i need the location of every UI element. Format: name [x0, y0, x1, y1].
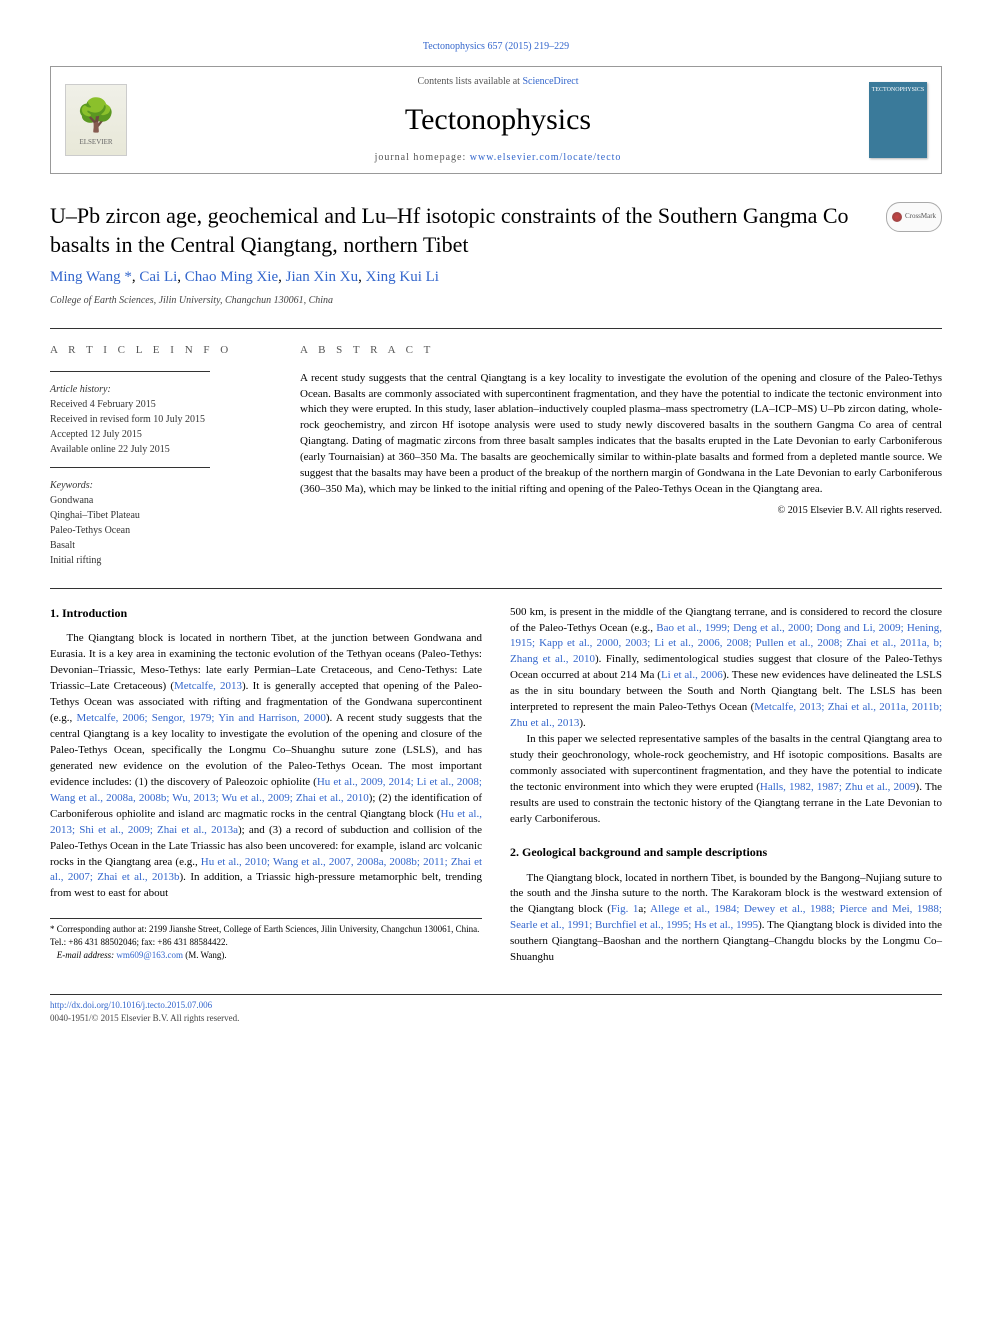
abstract-col: a b s t r a c t A recent study suggests …: [300, 343, 942, 567]
sciencedirect-line: Contents lists available at ScienceDirec…: [127, 75, 869, 89]
body-text: The Qiangtang block is located in northe…: [50, 631, 482, 902]
tree-icon: 🌳: [76, 93, 116, 138]
keywords-block: Keywords: Gondwana Qinghai–Tibet Plateau…: [50, 478, 270, 568]
abstract-text: A recent study suggests that the central…: [300, 371, 942, 499]
divider: [50, 467, 210, 468]
journal-header: 🌳 ELSEVIER Contents lists available at S…: [50, 66, 942, 174]
elsevier-logo-icon: 🌳 ELSEVIER: [65, 84, 127, 156]
email-link[interactable]: wm609@163.com: [116, 950, 183, 960]
author-link[interactable]: Cai Li: [139, 269, 177, 285]
email-label: E-mail address:: [57, 950, 117, 960]
article-info-col: a r t i c l e i n f o Article history: R…: [50, 343, 270, 567]
elsevier-name: ELSEVIER: [79, 138, 112, 148]
author-link[interactable]: Xing Kui Li: [366, 269, 439, 285]
article-title: U–Pb zircon age, geochemical and Lu–Hf i…: [50, 202, 866, 259]
doi-footer: http://dx.doi.org/10.1016/j.tecto.2015.0…: [50, 994, 942, 1024]
citation-link[interactable]: Li et al., 2006: [661, 669, 723, 681]
homepage-pre: journal homepage:: [375, 152, 470, 163]
corr-marker-link[interactable]: *: [124, 269, 132, 285]
keywords-label: Keywords:: [50, 478, 270, 493]
abstract-copyright: © 2015 Elsevier B.V. All rights reserved…: [300, 504, 942, 518]
doi-link[interactable]: http://dx.doi.org/10.1016/j.tecto.2015.0…: [50, 1000, 212, 1010]
body-left-col: 1. Introduction The Qiangtang block is l…: [50, 605, 482, 967]
keyword: Paleo-Tethys Ocean: [50, 523, 270, 538]
keyword: Qinghai–Tibet Plateau: [50, 508, 270, 523]
sciencedirect-pre: Contents lists available at: [417, 76, 522, 87]
body-text: The Qiangtang block, located in northern…: [510, 871, 942, 967]
journal-citation: Tectonophysics 657 (2015) 219–229: [50, 40, 942, 54]
divider: [50, 371, 210, 372]
abstract-heading: a b s t r a c t: [300, 343, 942, 358]
corresponding-author-footnote: * Corresponding author at: 2199 Jianshe …: [50, 918, 482, 961]
author-list: Ming Wang *, Cai Li, Chao Ming Xie, Jian…: [50, 267, 942, 288]
citation-link[interactable]: Metcalfe, 2006; Sengor, 1979; Yin and Ha…: [76, 712, 325, 724]
citation-link[interactable]: Halls, 1982, 1987; Zhu et al., 2009: [760, 781, 916, 793]
corr-text: Corresponding author at: 2199 Jianshe St…: [50, 924, 479, 947]
citation-link[interactable]: Metcalfe, 2013: [174, 680, 242, 692]
crossmark-icon[interactable]: CrossMark: [886, 202, 942, 232]
sciencedirect-link[interactable]: ScienceDirect: [522, 76, 578, 87]
email-post: (M. Wang).: [183, 950, 227, 960]
figure-link[interactable]: Fig. 1: [611, 903, 638, 915]
body-text: 500 km, is present in the middle of the …: [510, 605, 942, 828]
history-item: Received in revised form 10 July 2015: [50, 412, 270, 427]
footer-copyright: 0040-1951/© 2015 Elsevier B.V. All right…: [50, 1013, 239, 1023]
journal-homepage-line: journal homepage: www.elsevier.com/locat…: [127, 151, 869, 165]
text: a;: [638, 903, 650, 915]
journal-name: Tectonophysics: [127, 99, 869, 141]
affiliation: College of Earth Sciences, Jilin Univers…: [50, 294, 942, 308]
author-link[interactable]: Ming Wang: [50, 269, 121, 285]
keyword: Initial rifting: [50, 553, 270, 568]
author-link[interactable]: Jian Xin Xu: [286, 269, 359, 285]
section-heading: 1. Introduction: [50, 605, 482, 622]
history-item: Available online 22 July 2015: [50, 442, 270, 457]
body-right-col: 500 km, is present in the middle of the …: [510, 605, 942, 967]
keyword: Basalt: [50, 538, 270, 553]
history-item: Accepted 12 July 2015: [50, 427, 270, 442]
journal-cover-icon: TECTONOPHYSICS: [869, 82, 927, 158]
section-heading: 2. Geological background and sample desc…: [510, 844, 942, 861]
keyword: Gondwana: [50, 493, 270, 508]
history-label: Article history:: [50, 382, 270, 397]
history-item: Received 4 February 2015: [50, 397, 270, 412]
text: ).: [579, 717, 585, 729]
journal-homepage-link[interactable]: www.elsevier.com/locate/tecto: [470, 152, 622, 163]
article-history: Article history: Received 4 February 201…: [50, 382, 270, 457]
article-info-heading: a r t i c l e i n f o: [50, 343, 270, 358]
author-link[interactable]: Chao Ming Xie: [185, 269, 278, 285]
header-center: Contents lists available at ScienceDirec…: [127, 75, 869, 165]
